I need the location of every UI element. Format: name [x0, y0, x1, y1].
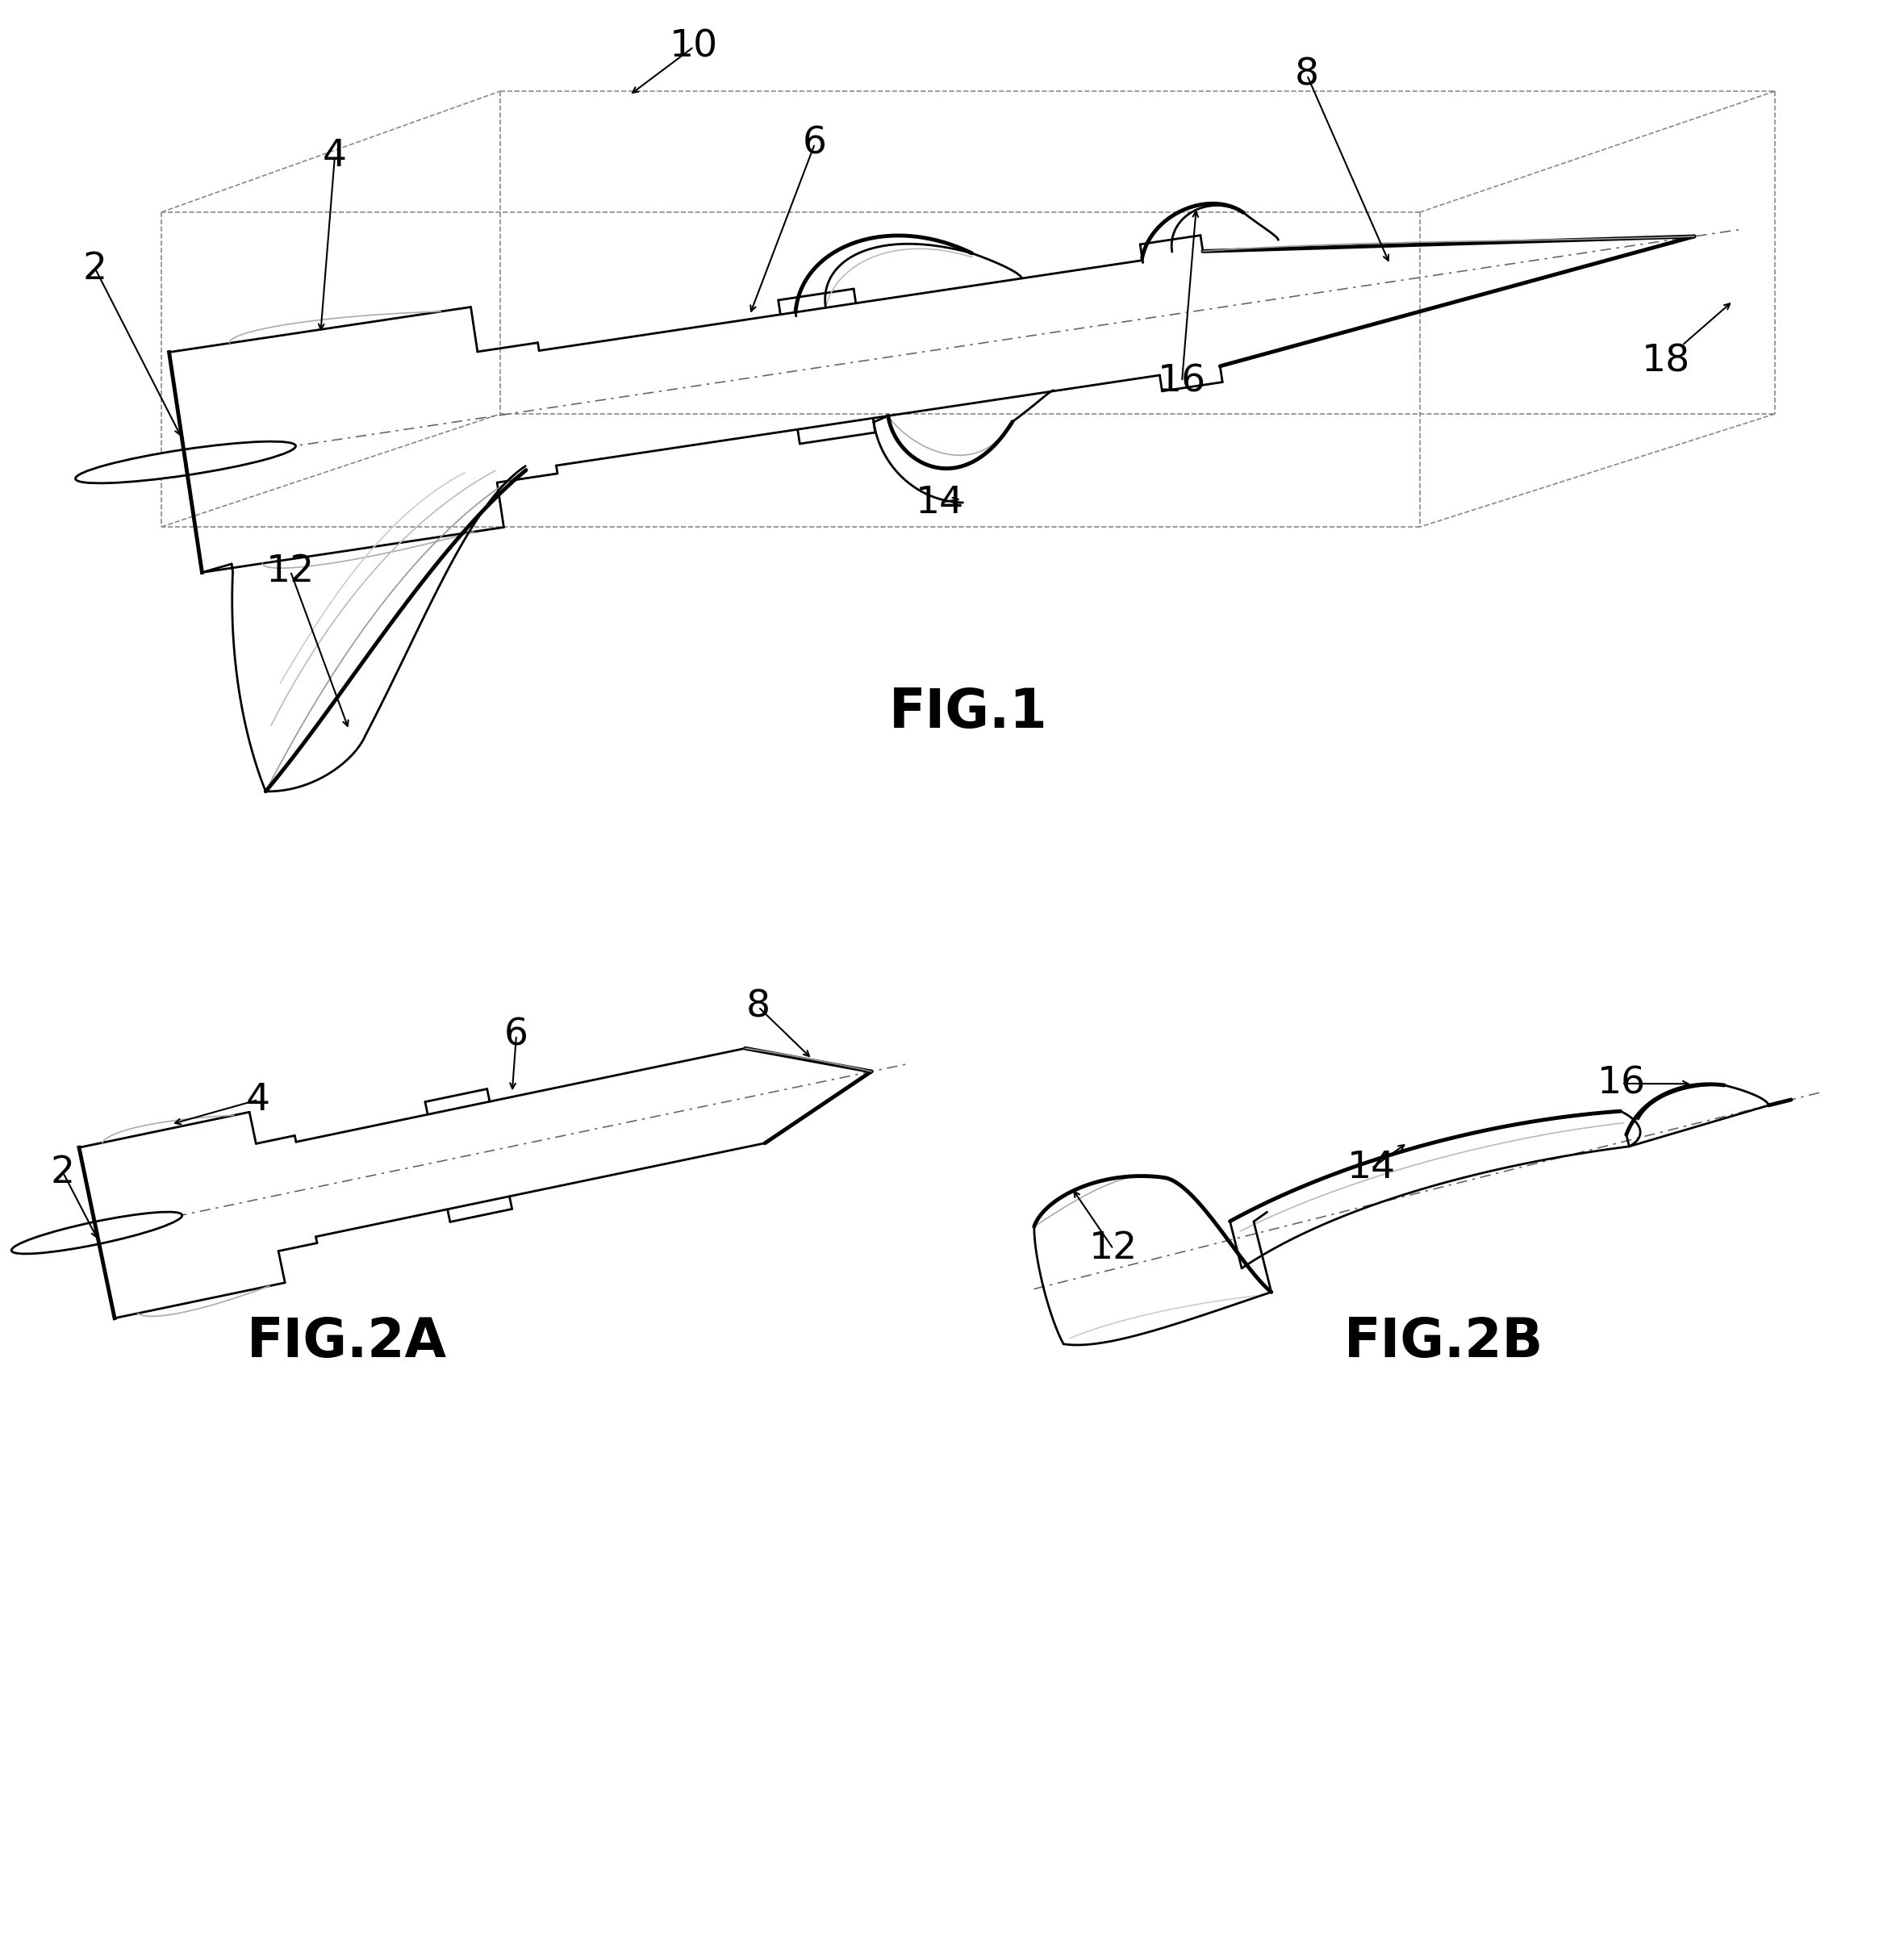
- Text: 6: 6: [505, 1017, 529, 1054]
- Text: 8: 8: [1295, 57, 1319, 94]
- Text: FIG.2A: FIG.2A: [248, 1316, 447, 1368]
- Text: 12: 12: [267, 553, 314, 588]
- Ellipse shape: [76, 442, 295, 483]
- Text: 4: 4: [246, 1081, 270, 1118]
- Text: 18: 18: [1641, 344, 1691, 379]
- Text: 2: 2: [51, 1153, 74, 1191]
- Text: 10: 10: [670, 29, 718, 65]
- Text: 2: 2: [84, 250, 107, 287]
- Text: 16: 16: [1158, 364, 1207, 399]
- Text: 16: 16: [1597, 1065, 1645, 1103]
- Text: 6: 6: [803, 125, 826, 162]
- Text: 4: 4: [322, 137, 347, 174]
- Text: 14: 14: [916, 485, 963, 520]
- Text: FIG.1: FIG.1: [889, 686, 1047, 739]
- Text: FIG.2B: FIG.2B: [1344, 1316, 1544, 1368]
- Text: 14: 14: [1348, 1150, 1396, 1187]
- Text: 12: 12: [1089, 1232, 1139, 1267]
- Ellipse shape: [11, 1212, 183, 1253]
- Text: 8: 8: [746, 989, 771, 1024]
